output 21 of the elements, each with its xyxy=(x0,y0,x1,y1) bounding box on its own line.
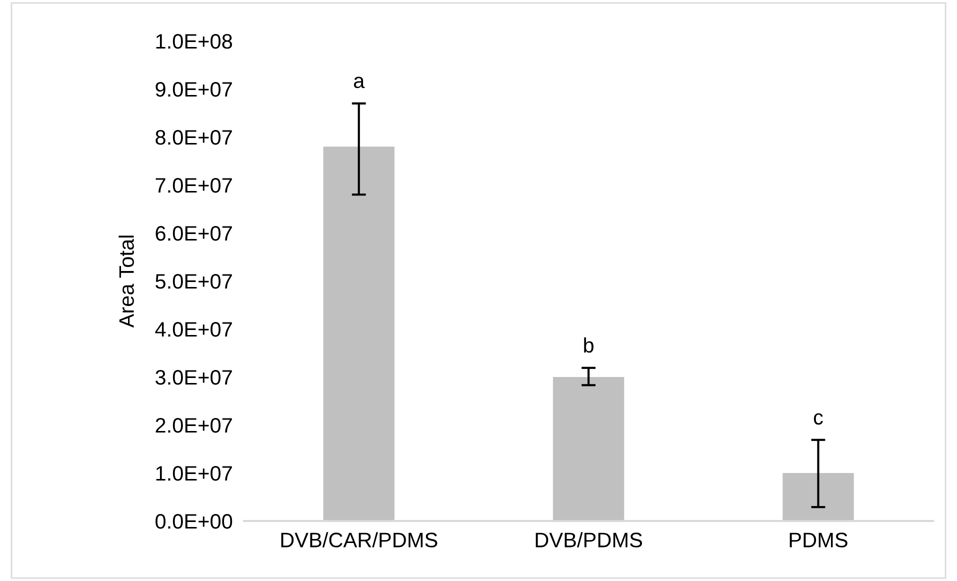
y-axis-title: Area Total xyxy=(118,236,134,328)
y-tick-label: 5.0E+07 xyxy=(156,274,232,289)
y-tick-label: 4.0E+07 xyxy=(155,322,232,337)
annotation: c xyxy=(814,413,823,425)
y-tick-label: 9.0E+07 xyxy=(156,82,232,97)
y-tick-label: 3.0E+07 xyxy=(156,370,232,385)
x-tick-label: DVB/PDMS xyxy=(536,532,642,548)
y-tick-label: 0.0E+00 xyxy=(156,514,232,529)
bar xyxy=(782,473,854,521)
annotation: a xyxy=(354,76,365,88)
y-tick-label: 7.0E+07 xyxy=(156,178,232,193)
bar xyxy=(323,146,394,521)
y-tick-label: 1.0E+08 xyxy=(156,34,232,49)
annotation: b xyxy=(584,337,594,353)
x-tick-label: DVB/CAR/PDMS xyxy=(281,532,438,548)
y-tick-label: 1.0E+07 xyxy=(156,466,232,481)
y-tick-label: 6.0E+07 xyxy=(156,226,232,241)
y-tick-label: 2.0E+07 xyxy=(156,418,232,433)
x-tick-label: PDMS xyxy=(790,532,848,548)
y-tick-label: 8.0E+07 xyxy=(156,130,232,145)
bar xyxy=(552,377,624,521)
